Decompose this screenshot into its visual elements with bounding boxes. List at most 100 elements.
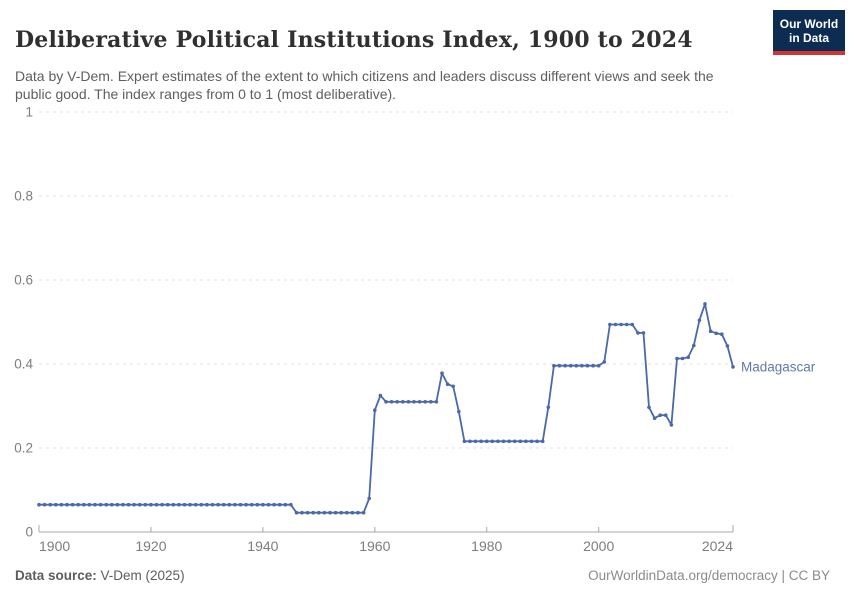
data-point[interactable] <box>350 510 355 515</box>
data-point[interactable] <box>423 400 428 404</box>
data-point[interactable] <box>445 382 450 387</box>
data-point[interactable] <box>602 360 607 364</box>
data-point[interactable] <box>205 502 209 507</box>
data-point[interactable] <box>568 363 573 368</box>
data-point[interactable] <box>652 416 657 421</box>
data-point[interactable] <box>596 363 601 368</box>
data-point[interactable] <box>216 502 220 507</box>
data-point[interactable] <box>367 496 372 501</box>
data-point[interactable] <box>468 439 472 444</box>
data-point[interactable] <box>714 331 718 336</box>
data-point[interactable] <box>401 400 405 404</box>
data-point[interactable] <box>110 502 114 507</box>
data-point[interactable] <box>451 384 456 389</box>
data-point[interactable] <box>59 502 64 507</box>
data-point[interactable] <box>591 363 595 368</box>
data-point[interactable] <box>65 502 69 507</box>
data-point[interactable] <box>395 400 400 404</box>
data-point[interactable] <box>87 502 92 507</box>
data-point[interactable] <box>188 502 192 507</box>
data-point[interactable] <box>697 318 702 323</box>
data-point[interactable] <box>636 331 640 335</box>
data-point[interactable] <box>70 502 75 507</box>
data-point[interactable] <box>675 356 679 361</box>
data-point[interactable] <box>412 400 416 404</box>
data-point[interactable] <box>328 510 332 515</box>
data-point[interactable] <box>512 439 517 444</box>
data-point[interactable] <box>76 502 80 507</box>
data-point[interactable] <box>613 322 618 327</box>
data-point[interactable] <box>54 502 58 507</box>
data-point[interactable] <box>154 502 159 507</box>
data-point[interactable] <box>272 502 276 507</box>
data-point[interactable] <box>82 502 86 507</box>
data-point[interactable] <box>300 510 304 515</box>
data-point[interactable] <box>93 502 97 507</box>
data-point[interactable] <box>132 502 136 507</box>
data-point[interactable] <box>725 344 730 348</box>
data-point[interactable] <box>518 439 523 444</box>
data-point[interactable] <box>585 363 590 368</box>
credit-link[interactable]: OurWorldinData.org/democracy | CC BY <box>588 568 830 583</box>
data-point[interactable] <box>624 322 629 327</box>
data-point[interactable] <box>305 510 310 515</box>
data-point[interactable] <box>669 423 674 427</box>
data-point[interactable] <box>294 510 299 515</box>
data-point[interactable] <box>557 363 562 368</box>
data-point[interactable] <box>708 329 713 334</box>
data-point[interactable] <box>641 331 646 335</box>
data-point[interactable] <box>429 400 433 404</box>
data-point[interactable] <box>277 502 282 507</box>
data-point[interactable] <box>552 363 556 368</box>
data-point[interactable] <box>98 502 103 507</box>
data-point[interactable] <box>42 502 47 507</box>
data-point[interactable] <box>255 502 260 507</box>
data-point[interactable] <box>193 502 198 507</box>
data-point[interactable] <box>563 363 567 368</box>
data-point[interactable] <box>619 322 623 327</box>
data-line[interactable] <box>39 303 734 514</box>
data-point[interactable] <box>345 510 349 515</box>
data-point[interactable] <box>261 502 265 507</box>
data-point[interactable] <box>703 302 707 306</box>
data-point[interactable] <box>462 439 467 444</box>
data-point[interactable] <box>574 363 579 368</box>
data-point[interactable] <box>473 439 478 444</box>
data-point[interactable] <box>227 502 232 507</box>
data-point[interactable] <box>317 510 321 515</box>
data-point[interactable] <box>434 400 439 404</box>
data-point[interactable] <box>126 502 131 507</box>
data-point[interactable] <box>731 365 735 369</box>
data-point[interactable] <box>440 371 444 376</box>
data-point[interactable] <box>244 502 248 507</box>
data-point[interactable] <box>249 502 254 507</box>
data-point[interactable] <box>143 502 148 507</box>
data-point[interactable] <box>199 502 204 507</box>
data-point[interactable] <box>540 439 545 444</box>
data-point[interactable] <box>664 413 668 418</box>
data-point[interactable] <box>535 439 539 444</box>
data-point[interactable] <box>149 502 153 507</box>
data-point[interactable] <box>692 343 696 348</box>
data-point[interactable] <box>389 400 394 404</box>
data-point[interactable] <box>171 502 176 507</box>
data-point[interactable] <box>283 502 288 507</box>
data-point[interactable] <box>529 439 534 444</box>
data-point[interactable] <box>210 502 215 507</box>
data-point[interactable] <box>658 413 662 418</box>
data-point[interactable] <box>182 502 187 507</box>
data-point[interactable] <box>266 502 271 507</box>
data-point[interactable] <box>384 400 388 404</box>
data-point[interactable] <box>160 502 164 507</box>
our-world-in-data-logo[interactable]: Our World in Data <box>773 10 845 55</box>
data-point[interactable] <box>496 439 500 444</box>
data-point[interactable] <box>457 409 461 414</box>
data-point[interactable] <box>333 510 338 515</box>
data-point[interactable] <box>484 439 489 444</box>
data-point[interactable] <box>339 510 344 515</box>
data-point[interactable] <box>37 502 41 507</box>
data-point[interactable] <box>406 400 411 404</box>
data-point[interactable] <box>680 356 685 361</box>
data-point[interactable] <box>121 502 125 507</box>
